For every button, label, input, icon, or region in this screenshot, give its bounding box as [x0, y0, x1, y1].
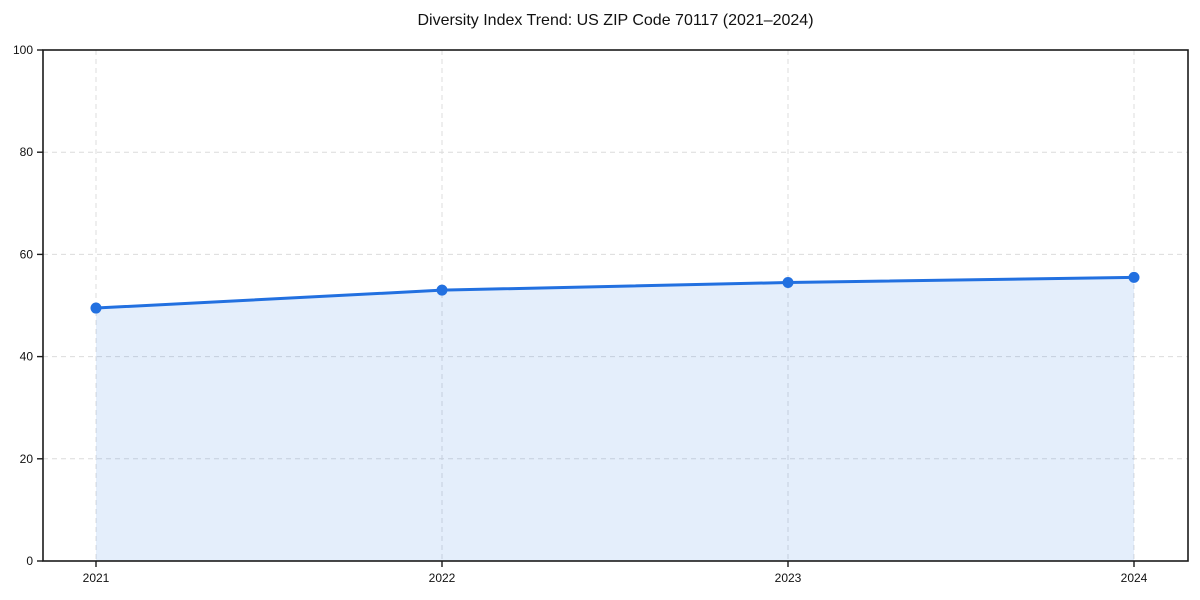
data-point: [1128, 271, 1140, 283]
x-tick-label: 2024: [1121, 571, 1148, 585]
y-tick-label: 20: [20, 452, 34, 466]
area-fill: [96, 277, 1134, 561]
y-tick-label: 60: [20, 247, 34, 261]
x-tick-label: 2022: [429, 571, 456, 585]
y-tick-label: 100: [13, 43, 33, 57]
y-tick-label: 40: [20, 350, 34, 364]
data-point: [436, 284, 448, 296]
data-point: [782, 277, 794, 289]
plot-border: [42, 49, 1189, 562]
data-point: [90, 302, 102, 314]
chart-title: Diversity Index Trend: US ZIP Code 70117…: [417, 12, 814, 29]
x-tick-label: 2023: [775, 571, 802, 585]
y-tick-label: 80: [20, 145, 34, 159]
y-tick-label: 0: [26, 554, 33, 568]
trend-line: [94, 275, 1136, 310]
x-tick-label: 2021: [83, 571, 110, 585]
